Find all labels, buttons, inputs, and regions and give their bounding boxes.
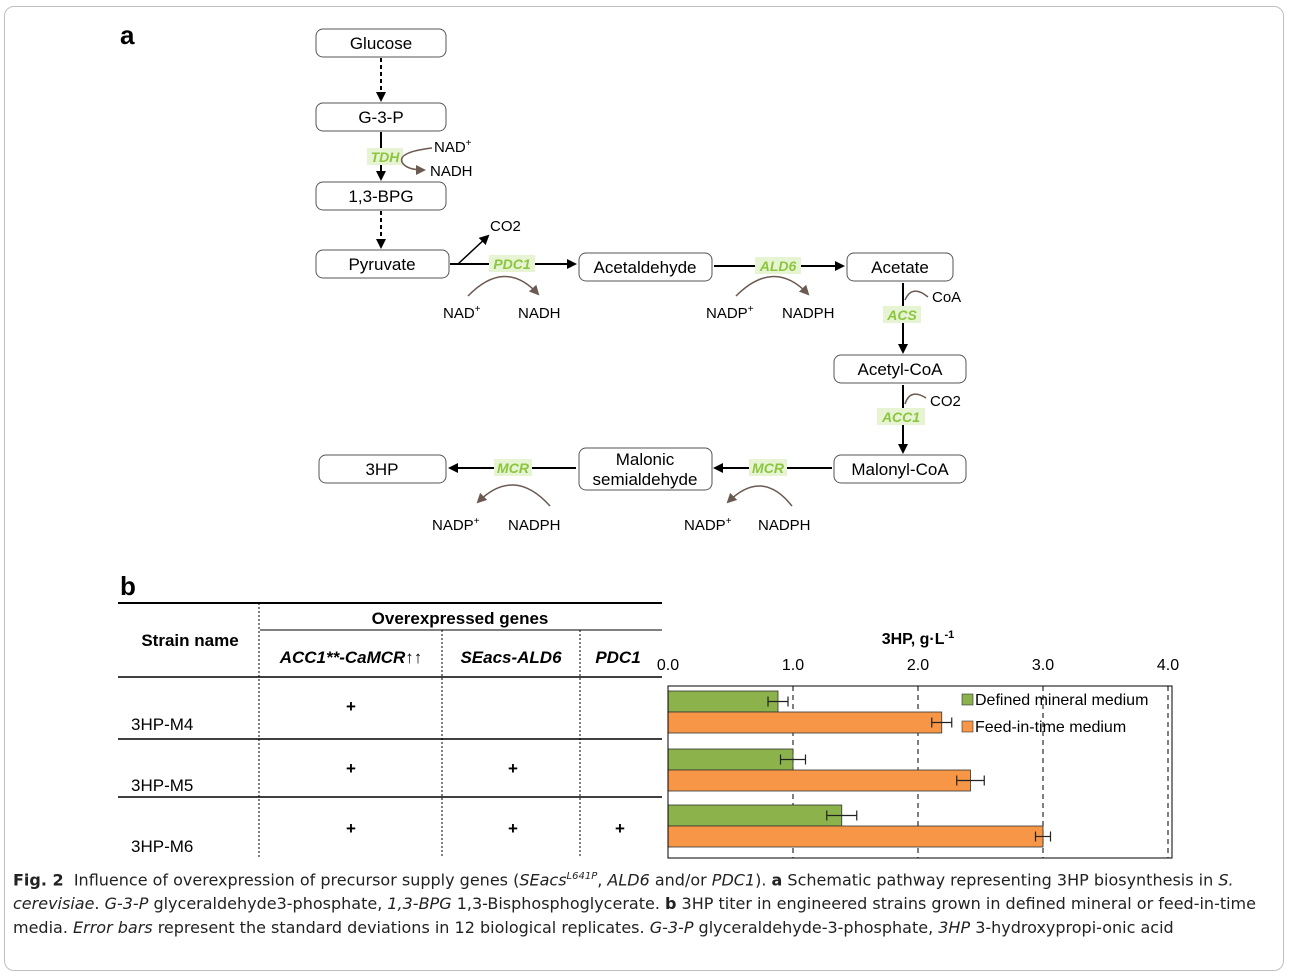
plot-frame <box>667 685 1173 859</box>
metabolite-3hp: 3HP <box>318 454 447 484</box>
metabolite-pyruvate: Pyruvate <box>315 249 450 279</box>
metabolite-acetaldehyde: Acetaldehyde <box>578 252 713 282</box>
figure-canvas: a Glucose G-3-P 1,3-BPG Pyruvate Acetald… <box>118 20 1179 859</box>
cofactor-nadh-pdc1: NADH <box>518 305 561 322</box>
cofactor-nadph-mcr-2: NADPH <box>508 517 561 534</box>
cofactor-arrow-acs <box>904 290 929 301</box>
svg-text:MCR: MCR <box>752 460 785 476</box>
bar-chart-3hp-titer: 3HP, g·L-1 0.0 1.0 2.0 3.0 4.0 Defined miner… <box>657 629 1179 859</box>
table-row: 3HP-M5 + + <box>131 759 518 795</box>
svg-text:MCR: MCR <box>497 460 530 476</box>
enzyme-acs: ACS <box>883 306 921 323</box>
caption-fig-label: Fig. 2 <box>13 870 64 890</box>
legend-swatch <box>961 693 974 706</box>
panel-a-label: a <box>120 20 135 50</box>
bar <box>667 804 843 827</box>
figure-caption: Fig. 2 Influence of overexpression of pr… <box>13 870 1256 938</box>
metabolite-malonyl-coa: Malonyl-CoA <box>833 454 967 484</box>
legend-swatch <box>961 720 974 733</box>
cofactor-co2-pdc1: CO2 <box>490 218 521 235</box>
bar <box>667 690 779 713</box>
bar <box>667 748 794 771</box>
gene-mark: + <box>346 759 356 778</box>
cofactor-nadh-tdh: NADH <box>430 163 473 180</box>
enzyme-pdc1: PDC1 <box>489 255 535 272</box>
table-row: 3HP-M4 + <box>131 697 356 734</box>
svg-text:Malonyl-CoA: Malonyl-CoA <box>851 460 949 479</box>
x-tick-label: 2.0 <box>907 657 929 674</box>
svg-text:TDH: TDH <box>371 149 401 165</box>
strain-label: 3HP-M5 <box>131 776 193 795</box>
gene-col-acc1-camcr: ACC1**-CaMCR↑↑ <box>279 648 423 667</box>
gene-mark: + <box>346 697 356 716</box>
figure-frame <box>4 6 1284 971</box>
cofactor-nad-tdh: NAD+ <box>434 138 472 156</box>
svg-text:Acetate: Acetate <box>871 258 929 277</box>
bar <box>667 825 1044 848</box>
cofactor-arrow-acc1 <box>904 393 927 405</box>
cofactor-nadph-ald6: NADPH <box>782 305 835 322</box>
svg-text:semialdehyde: semialdehyde <box>593 470 698 489</box>
cofactor-coa: CoA <box>932 289 961 306</box>
cofactor-nadph-mcr-1: NADPH <box>758 517 811 534</box>
enzyme-mcr-1: MCR <box>749 459 787 476</box>
x-tick-label: 4.0 <box>1157 657 1179 674</box>
cofactor-arrow-mcr-2 <box>476 484 551 507</box>
x-tick-label: 1.0 <box>782 657 804 674</box>
enzyme-tdh: TDH <box>367 148 403 165</box>
svg-text:1,3-BPG: 1,3-BPG <box>348 187 413 206</box>
strain-table <box>118 602 662 858</box>
table-row: 3HP-M6 + + + <box>131 819 625 856</box>
svg-text:G-3-P: G-3-P <box>358 108 403 127</box>
svg-text:Acetyl-CoA: Acetyl-CoA <box>857 360 943 379</box>
arrow-co2-release <box>457 234 490 265</box>
gene-col-pdc1: PDC1 <box>595 648 640 667</box>
cofactor-nadp-ald6: NADP+ <box>706 304 754 322</box>
svg-text:ALD6: ALD6 <box>759 258 797 274</box>
legend-label: Feed-in-time medium <box>975 719 1126 736</box>
legend-label: Defined mineral medium <box>975 692 1148 709</box>
metabolite-g3p: G-3-P <box>315 102 447 132</box>
bar <box>667 769 971 792</box>
x-tick-label: 3.0 <box>1032 657 1054 674</box>
cofactor-nad-pdc1: NAD+ <box>443 304 481 322</box>
gene-mark: + <box>346 819 356 838</box>
svg-text:Glucose: Glucose <box>350 34 412 53</box>
panel-b-label: b <box>120 571 136 601</box>
cofactor-arrow-tdh <box>400 147 433 175</box>
strain-name-header: Strain name <box>141 631 238 650</box>
cofactor-arrow-ald6 <box>735 275 810 297</box>
gene-col-seacs-ald6: SEacs-ALD6 <box>460 648 562 667</box>
metabolite-bpg: 1,3-BPG <box>315 181 447 211</box>
svg-text:Acetaldehyde: Acetaldehyde <box>593 258 696 277</box>
chart-title: 3HP, g·L-1 <box>882 629 955 648</box>
overexpressed-genes-header: Overexpressed genes <box>372 609 549 628</box>
gene-mark: + <box>508 819 518 838</box>
svg-text:Pyruvate: Pyruvate <box>348 255 415 274</box>
gene-mark: + <box>615 819 625 838</box>
enzyme-mcr-2: MCR <box>494 459 532 476</box>
x-tick-label: 0.0 <box>657 657 679 674</box>
cofactor-nadp-mcr-2: NADP+ <box>432 516 480 534</box>
cofactor-arrow-pdc1 <box>467 275 540 297</box>
metabolite-glucose: Glucose <box>315 28 447 58</box>
svg-text:ACS: ACS <box>886 307 917 323</box>
cofactor-co2-acc1: CO2 <box>930 393 961 410</box>
gene-mark: + <box>508 759 518 778</box>
svg-text:PDC1: PDC1 <box>493 256 531 272</box>
metabolite-acetyl-coa: Acetyl-CoA <box>833 354 967 384</box>
enzyme-ald6: ALD6 <box>755 257 801 274</box>
enzyme-acc1: ACC1 <box>877 408 925 425</box>
cofactor-arrow-mcr-1 <box>726 485 793 507</box>
metabolite-malonic-semialdehyde: Malonic semialdehyde <box>578 447 713 491</box>
svg-text:ACC1: ACC1 <box>881 409 920 425</box>
bar <box>667 711 943 734</box>
strain-label: 3HP-M4 <box>131 715 193 734</box>
svg-text:Malonic: Malonic <box>616 450 675 469</box>
svg-text:3HP: 3HP <box>365 460 398 479</box>
metabolite-acetate: Acetate <box>846 252 954 282</box>
strain-label: 3HP-M6 <box>131 837 193 856</box>
cofactor-nadp-mcr-1: NADP+ <box>684 516 732 534</box>
